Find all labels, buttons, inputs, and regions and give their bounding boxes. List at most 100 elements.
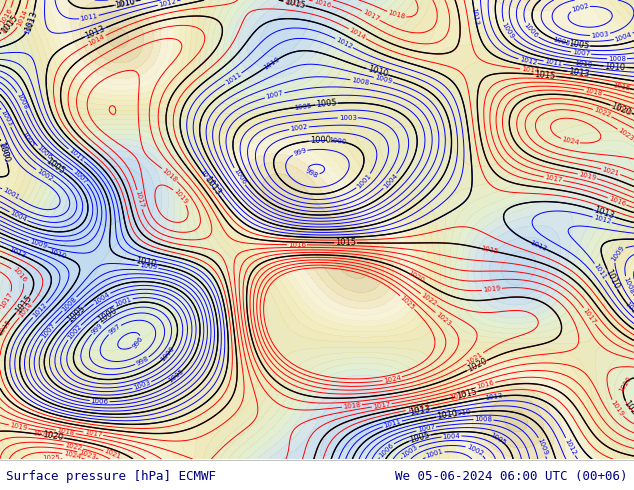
Text: 1014: 1014 [521, 66, 540, 74]
Text: 1007: 1007 [72, 168, 89, 185]
Text: 1015: 1015 [612, 82, 631, 92]
Text: 1010: 1010 [114, 0, 136, 10]
Text: 1011: 1011 [224, 71, 242, 86]
Text: 1010: 1010 [453, 409, 472, 417]
Text: 1013: 1013 [23, 10, 39, 33]
Text: 1017: 1017 [0, 291, 14, 310]
Text: 1025: 1025 [399, 294, 416, 311]
Text: 1015: 1015 [0, 17, 16, 35]
Text: 1001: 1001 [425, 448, 444, 459]
Text: 1005: 1005 [65, 303, 87, 324]
Text: 1003: 1003 [133, 380, 152, 391]
Text: 1005: 1005 [489, 432, 508, 446]
Text: 1008: 1008 [15, 92, 29, 111]
Text: 1017: 1017 [84, 429, 103, 438]
Text: 1015: 1015 [0, 318, 12, 336]
Text: 998: 998 [134, 355, 150, 367]
Text: 1011: 1011 [67, 147, 85, 163]
Text: 1005: 1005 [568, 39, 590, 51]
Text: 1020: 1020 [42, 430, 64, 442]
Text: 1005: 1005 [44, 156, 67, 176]
Text: 1007: 1007 [41, 322, 57, 340]
Text: 1010: 1010 [48, 249, 67, 260]
Text: 1016: 1016 [11, 266, 27, 284]
Text: 1018: 1018 [387, 9, 406, 21]
Text: 1020: 1020 [610, 101, 633, 117]
Text: 1009: 1009 [29, 239, 48, 249]
Text: 1008: 1008 [608, 56, 626, 62]
Text: 1002: 1002 [36, 168, 53, 182]
Text: 1009: 1009 [139, 263, 158, 271]
Text: 1013: 1013 [485, 393, 503, 401]
Text: 1015: 1015 [283, 0, 302, 8]
Text: 1010: 1010 [366, 65, 389, 79]
Text: 1023: 1023 [434, 311, 452, 327]
Text: 1005: 1005 [552, 36, 571, 47]
Text: 1001: 1001 [2, 186, 20, 200]
Text: 1021: 1021 [601, 166, 620, 177]
Text: 1014: 1014 [18, 301, 34, 319]
Text: 1010: 1010 [262, 56, 281, 71]
Text: 997: 997 [107, 323, 122, 336]
Text: 1020: 1020 [614, 104, 633, 116]
Text: 1010: 1010 [574, 60, 592, 68]
Text: 1004: 1004 [93, 291, 111, 306]
Text: 1014: 1014 [406, 404, 425, 414]
Text: 999: 999 [90, 322, 104, 336]
Text: 1015: 1015 [0, 14, 20, 36]
Text: 1013: 1013 [593, 206, 616, 221]
Text: 1019: 1019 [609, 399, 624, 417]
Text: 1008: 1008 [61, 295, 78, 313]
Text: 1000: 1000 [0, 141, 9, 160]
Text: 1012: 1012 [31, 301, 48, 319]
Text: 1015: 1015 [480, 245, 499, 255]
Text: 1012: 1012 [335, 36, 353, 50]
Text: 1017: 1017 [361, 8, 380, 22]
Text: 1023: 1023 [77, 449, 96, 460]
Text: 1017: 1017 [372, 401, 391, 410]
Text: 1013: 1013 [84, 24, 107, 41]
Text: 1016: 1016 [607, 196, 626, 207]
Text: 1001: 1001 [356, 172, 372, 190]
Text: 1000: 1000 [309, 136, 331, 146]
Text: 1020: 1020 [406, 270, 425, 284]
Text: 1002: 1002 [465, 443, 484, 457]
Text: 1009: 1009 [610, 245, 625, 263]
Text: 1024: 1024 [561, 137, 579, 147]
Text: 1015: 1015 [283, 0, 306, 10]
Text: 1016: 1016 [288, 242, 306, 248]
Text: 1010: 1010 [436, 409, 458, 421]
Text: 1022: 1022 [64, 442, 82, 452]
Text: 1004: 1004 [382, 172, 398, 190]
Text: 1023: 1023 [616, 127, 634, 143]
Text: 1013: 1013 [198, 168, 214, 186]
Text: 1007: 1007 [572, 49, 590, 57]
Text: 1010: 1010 [624, 300, 634, 318]
Text: 996: 996 [131, 336, 145, 350]
Text: 1001: 1001 [113, 295, 133, 307]
Text: 1025: 1025 [42, 455, 60, 461]
Text: 1003: 1003 [0, 109, 13, 127]
Text: 999: 999 [292, 147, 307, 157]
Text: 1013: 1013 [408, 404, 431, 417]
Text: 1015: 1015 [455, 388, 478, 401]
Text: 1017: 1017 [544, 174, 563, 183]
Text: 1013: 1013 [23, 17, 36, 36]
Text: 1013: 1013 [529, 240, 548, 252]
Text: 1005: 1005 [316, 98, 337, 109]
Text: 1018: 1018 [161, 167, 178, 183]
Text: 1012: 1012 [564, 438, 577, 456]
Text: 1022: 1022 [593, 107, 612, 119]
Text: 1018: 1018 [56, 427, 75, 437]
Text: 1010: 1010 [604, 62, 626, 72]
Text: 1015: 1015 [335, 238, 356, 247]
Text: 1009: 1009 [374, 74, 393, 85]
Text: 1014: 1014 [348, 27, 366, 41]
Text: 1000: 1000 [0, 141, 11, 163]
Text: 1021: 1021 [466, 351, 484, 366]
Text: 1005: 1005 [294, 102, 313, 111]
Text: 1008: 1008 [623, 276, 634, 295]
Text: 1000: 1000 [328, 137, 346, 145]
Text: 1007: 1007 [417, 424, 436, 434]
Text: 1016: 1016 [0, 7, 13, 26]
